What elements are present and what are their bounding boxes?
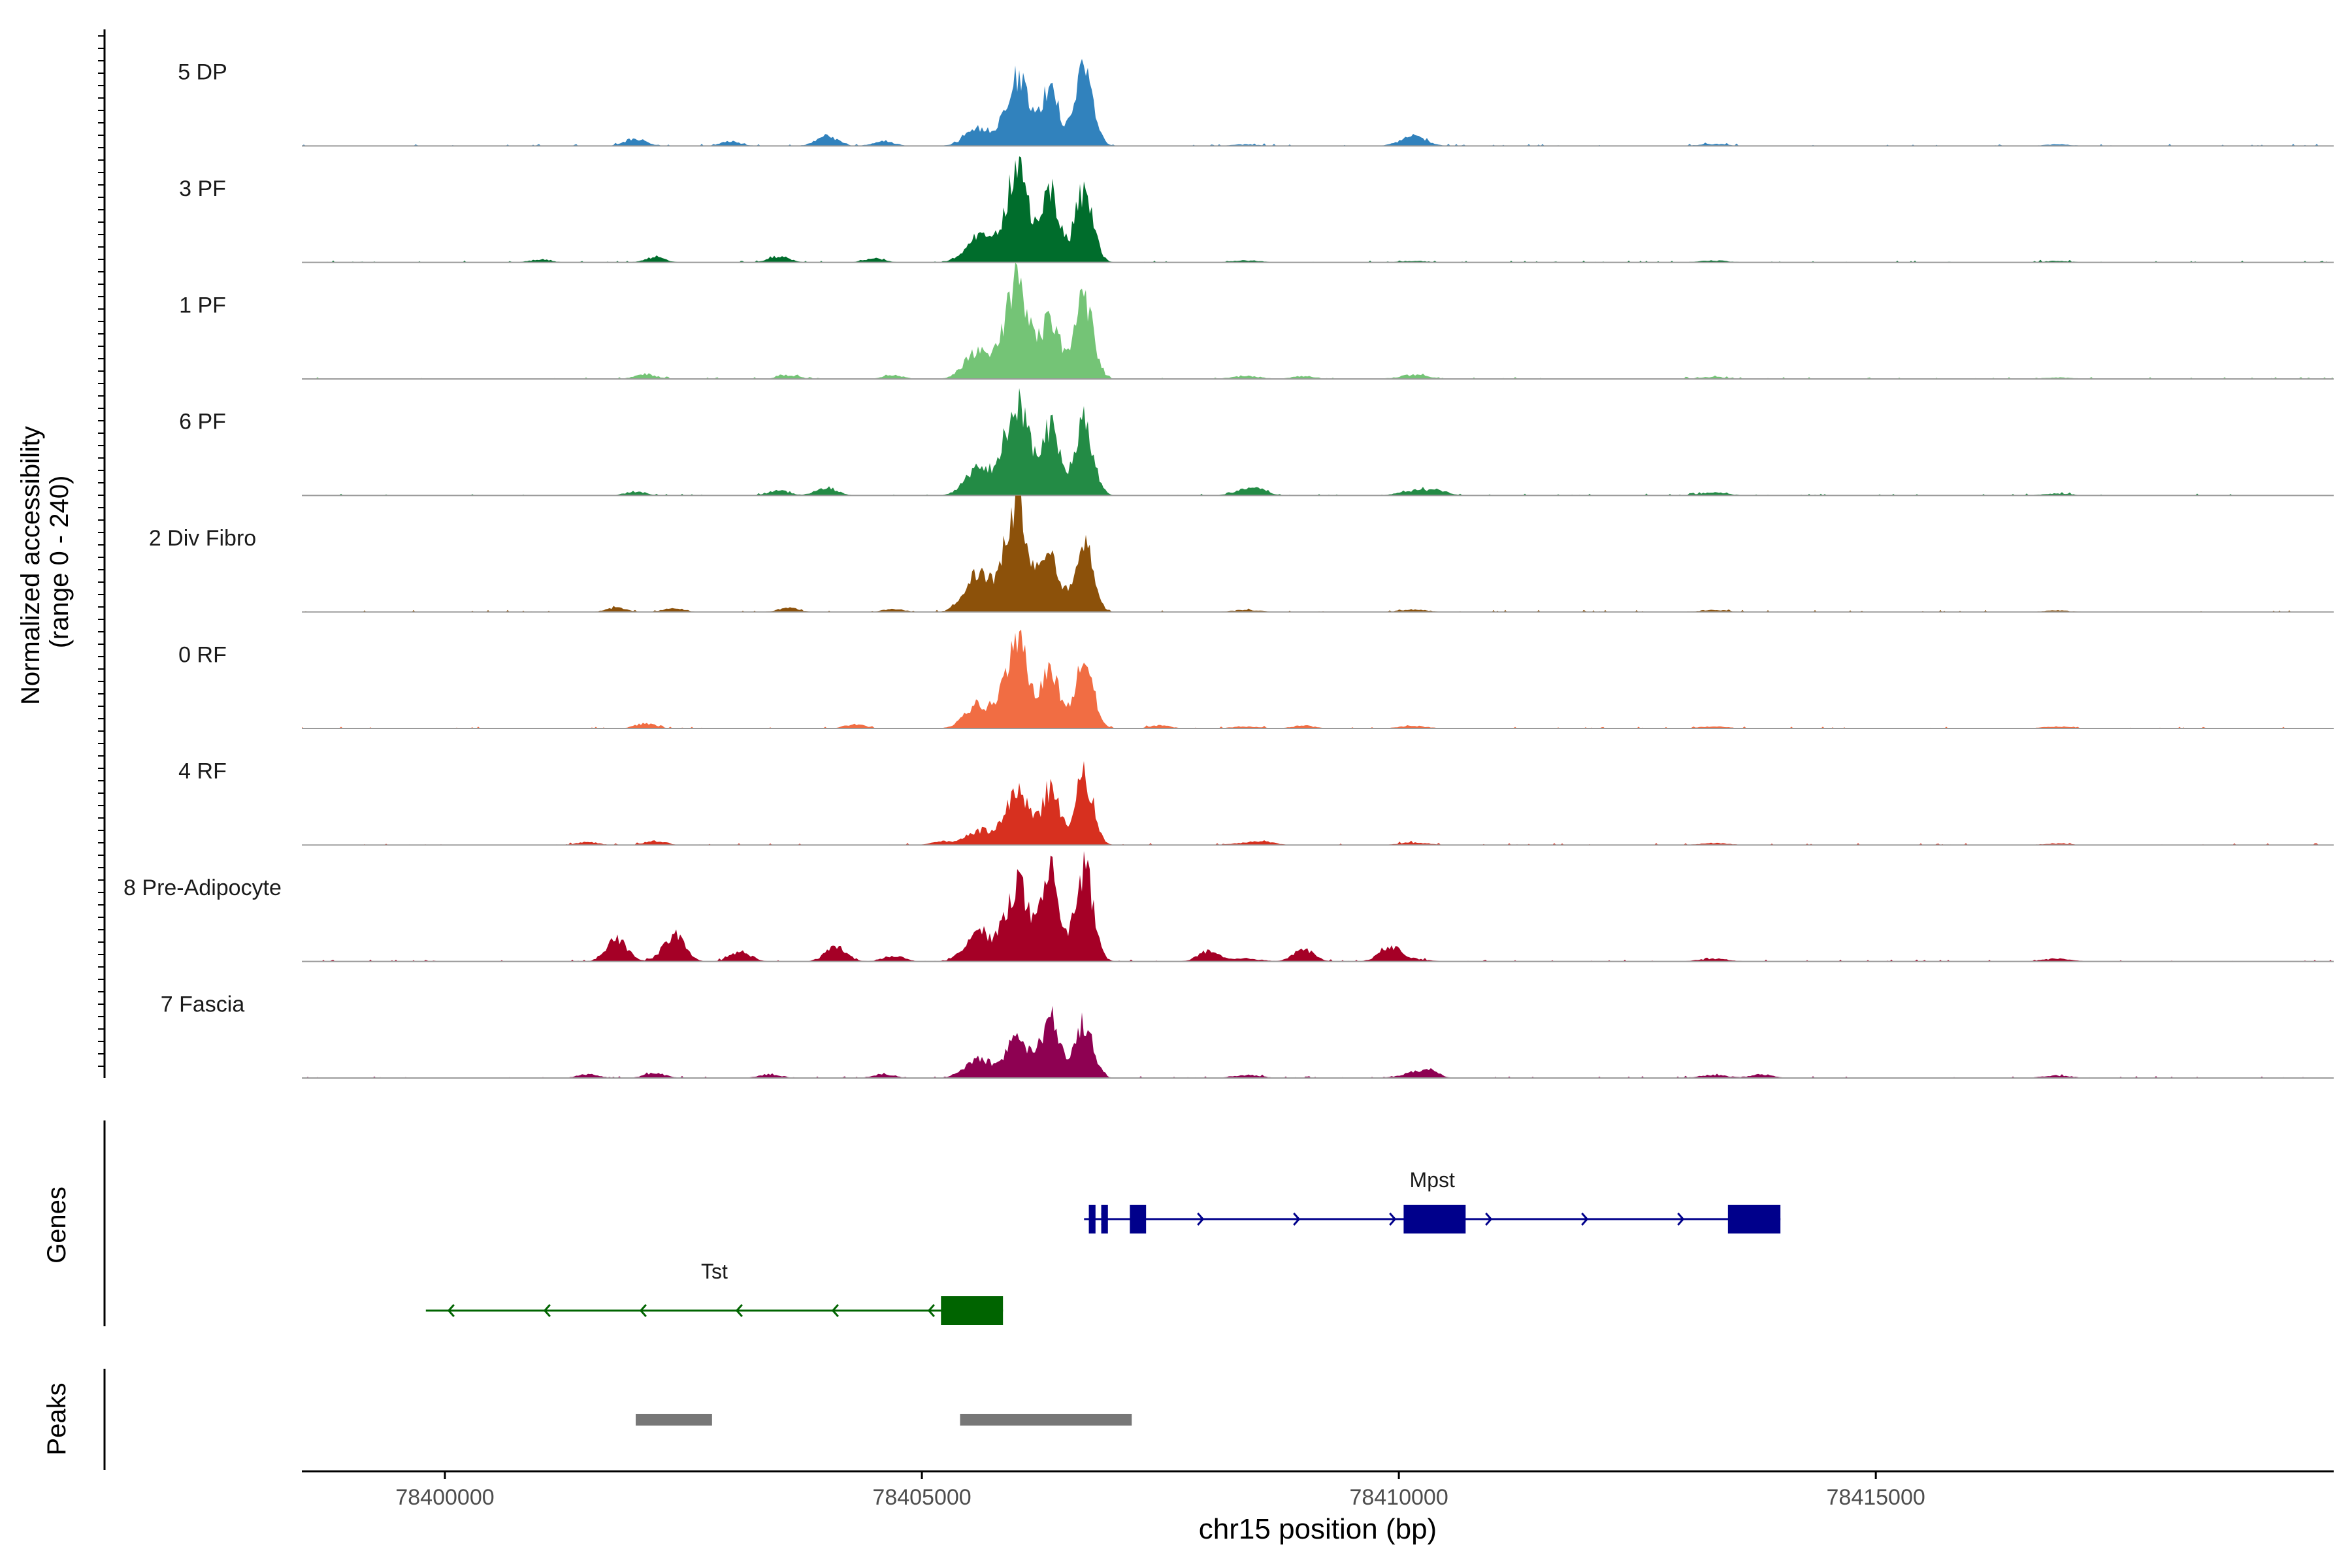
coverage-tracks: 5 DP 3 PF 1 PF 6 PF 2 Div Fibro 0 RF 4 RF 8 Pre…: [123, 59, 2334, 1079]
exon: [1403, 1205, 1466, 1233]
x-tick-label: 78415000: [1827, 1485, 1925, 1510]
track-2: 1 PF: [179, 262, 2334, 380]
strand-arrow: [1389, 1213, 1397, 1226]
y-axis-title: Normalized accessibility (range 0 - 240): [16, 419, 74, 705]
coverage-area: [302, 1005, 2334, 1078]
exon: [1101, 1205, 1108, 1233]
gene-mpst: Mpst: [1084, 1168, 1781, 1233]
peak-region: [960, 1414, 1132, 1426]
track-3: 6 PF: [179, 388, 2334, 497]
coverage-area: [302, 851, 2334, 962]
strand-arrow: [543, 1304, 551, 1317]
x-tick-label: 78410000: [1349, 1485, 1448, 1510]
gene-name: Mpst: [1410, 1168, 1455, 1192]
track-8: 7 Fascia: [161, 992, 2334, 1079]
peaks-track: [636, 1414, 1132, 1426]
coverage-area: [302, 495, 2334, 612]
gene-tst: Tst: [425, 1260, 1004, 1325]
track-label: 8 Pre-Adipocyte: [123, 875, 282, 900]
track-4: 2 Div Fibro: [149, 495, 2334, 613]
y-axis-title-line1: Normalized accessibility: [16, 426, 45, 705]
strand-arrow: [1197, 1213, 1205, 1226]
track-label: 6 PF: [179, 410, 226, 434]
coverage-area: [302, 59, 2334, 146]
exon: [1088, 1205, 1096, 1233]
strand-arrow: [831, 1304, 839, 1317]
x-tick-label: 78400000: [395, 1485, 494, 1510]
x-axis-ticks: 78400000 78405000 78410000 78415000: [395, 1471, 1925, 1510]
x-tick-label: 78405000: [872, 1485, 971, 1510]
peaks-axis-title: Peaks: [42, 1382, 71, 1455]
track-label: 0 RF: [178, 642, 227, 667]
strand-arrow: [927, 1304, 935, 1317]
strand-arrow: [1485, 1213, 1493, 1226]
track-label: 4 RF: [178, 759, 227, 784]
gene-track: Mpst Tst: [425, 1168, 1781, 1325]
track-label: 7 Fascia: [161, 992, 245, 1017]
genes-axis-title: Genes: [42, 1186, 71, 1264]
coverage-area: [302, 388, 2334, 496]
track-label: 3 PF: [179, 176, 226, 201]
track-7: 8 Pre-Adipocyte: [123, 851, 2334, 962]
strand-arrow: [447, 1304, 455, 1317]
coverage-area: [302, 262, 2334, 379]
strand-arrow: [639, 1304, 647, 1317]
gene-name: Tst: [701, 1260, 728, 1283]
exon: [941, 1296, 1004, 1325]
exon: [1727, 1205, 1781, 1233]
x-axis-title: chr15 position (bp): [1199, 1513, 1437, 1545]
track-1: 3 PF: [179, 156, 2334, 263]
exon: [1130, 1205, 1147, 1233]
strand-arrow: [1293, 1213, 1301, 1226]
strand-arrow: [735, 1304, 743, 1317]
coverage-area: [302, 760, 2334, 845]
coverage-area: [302, 156, 2334, 263]
y-axis-title-line2: (range 0 - 240): [45, 476, 74, 649]
strand-arrow: [1677, 1213, 1685, 1226]
track-5: 0 RF: [178, 629, 2334, 729]
coverage-area: [302, 629, 2334, 728]
y-axis: [98, 29, 106, 1078]
peak-region: [636, 1414, 712, 1426]
strand-arrow: [1581, 1213, 1589, 1226]
track-label: 5 DP: [178, 60, 227, 85]
track-label: 1 PF: [179, 293, 226, 318]
track-label: 2 Div Fibro: [149, 526, 256, 551]
track-0: 5 DP: [178, 59, 2334, 147]
track-6: 4 RF: [178, 759, 2334, 846]
